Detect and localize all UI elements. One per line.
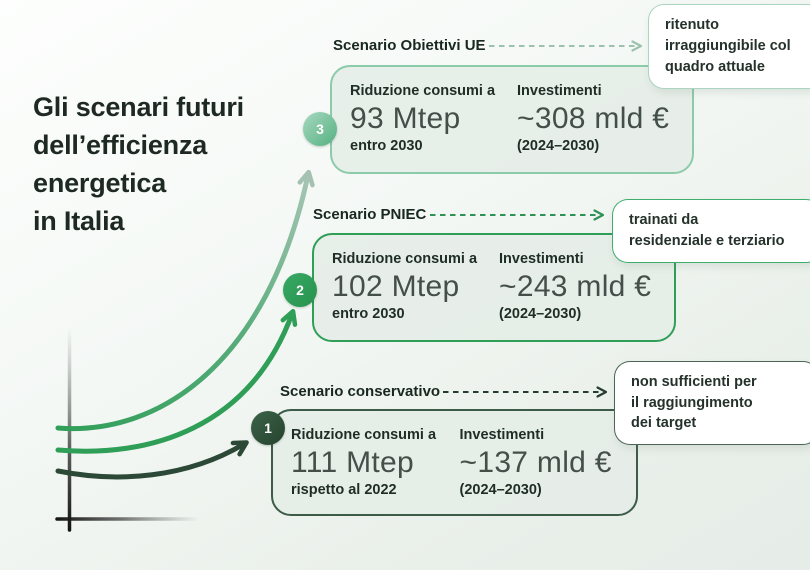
investment-heading: Investimenti — [517, 83, 602, 99]
scenario-3-reduction: Riduzione consumi a 93 Mtep entro 2030 — [350, 83, 505, 154]
investment-value: ~243 mld € — [499, 270, 652, 303]
scenario-2-reduction: Riduzione consumi a 102 Mtep entro 2030 — [332, 251, 487, 322]
scenario-2-label: Scenario PNIEC — [313, 206, 427, 223]
investment-heading: Investimenti — [459, 427, 545, 443]
scenario-3-card: Riduzione consumi a 93 Mtep entro 2030 I… — [330, 65, 694, 174]
scenario-1-reduction: Riduzione consumi a 111 Mtep rispetto al… — [291, 427, 448, 498]
title-line: energetica — [33, 168, 167, 198]
reduction-heading: Riduzione consumi a — [350, 83, 496, 99]
callout-line: residenziale e terziario — [629, 233, 785, 249]
scenario-3-investment: Investimenti ~308 mld € (2024–2030) — [517, 83, 674, 154]
investment-note: (2024–2030) — [499, 306, 582, 322]
scenario-2-investment: Investimenti ~243 mld € (2024–2030) — [499, 251, 656, 322]
callout-line: trainati da — [629, 212, 699, 228]
reduction-note: entro 2030 — [350, 138, 423, 154]
title-line: in Italia — [33, 206, 125, 236]
reduction-heading: Riduzione consumi a — [332, 251, 478, 267]
reduction-value: 102 Mtep — [332, 270, 460, 303]
reduction-note: rispetto al 2022 — [291, 482, 397, 498]
growth-curve-scenario-2 — [55, 308, 298, 454]
title-line: Gli scenari futuri — [33, 92, 244, 122]
page-title: Gli scenari futuri dell’efficienza energ… — [33, 88, 313, 240]
scenario-2-badge: 2 — [283, 273, 317, 307]
callout-line: irraggiungibile col — [665, 38, 791, 54]
scenario-3-callout: ritenuto irraggiungibile col quadro attu… — [648, 4, 810, 89]
scenario-1-card: Riduzione consumi a 111 Mtep rispetto al… — [271, 409, 638, 516]
investment-note: (2024–2030) — [459, 482, 542, 498]
scenario-3-badge: 3 — [303, 112, 337, 146]
callout-line: dei target — [631, 415, 697, 431]
reduction-note: entro 2030 — [332, 306, 405, 322]
callout-line: ritenuto — [665, 17, 719, 33]
scenario-1-callout: non sufficienti per il raggiungimento de… — [614, 361, 810, 445]
growth-curve-scenario-3 — [55, 169, 315, 432]
scenario-3-label: Scenario Obiettivi UE — [333, 37, 486, 54]
investment-value: ~308 mld € — [517, 102, 670, 135]
scenario-1-badge: 1 — [251, 411, 285, 445]
reduction-value: 93 Mtep — [350, 102, 461, 135]
investment-heading: Investimenti — [499, 251, 584, 267]
investment-note: (2024–2030) — [517, 138, 600, 154]
reduction-value: 111 Mtep — [291, 446, 415, 479]
scenario-1-label: Scenario conservativo — [280, 383, 441, 400]
callout-line: il raggiungimento — [631, 394, 753, 411]
scenario-1-investment: Investimenti ~137 mld € (2024–2030) — [460, 427, 618, 498]
growth-curve-scenario-1 — [55, 440, 249, 480]
scenario-2-callout: trainati da residenziale e terziario — [612, 199, 810, 263]
callout-line: quadro attuale — [665, 59, 765, 75]
title-line: dell’efficienza — [33, 130, 208, 160]
investment-value: ~137 mld € — [459, 446, 612, 479]
reduction-heading: Riduzione consumi a — [291, 427, 437, 443]
callout-line: non sufficienti per — [631, 374, 757, 390]
